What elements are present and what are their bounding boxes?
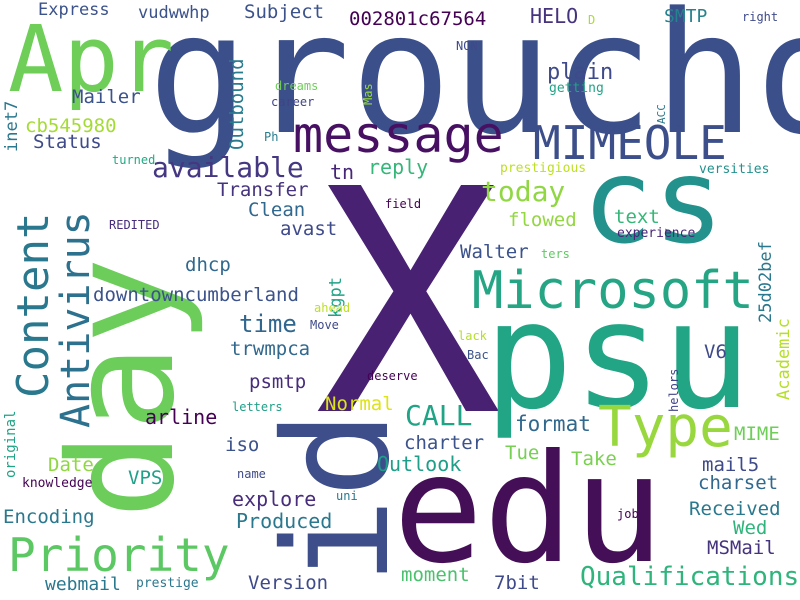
- word-format: format: [515, 412, 591, 436]
- word-avast: avast: [280, 218, 338, 240]
- word-psu: psu: [484, 270, 752, 442]
- word-versities: versities: [699, 162, 770, 177]
- word-Content: Content: [8, 212, 59, 398]
- word-Produced: Produced: [236, 509, 333, 533]
- word-explore: explore: [232, 487, 317, 511]
- word-Status: Status: [33, 131, 102, 153]
- word-vudwwhp: vudwwhp: [138, 3, 210, 23]
- word-MIME: MIME: [734, 423, 780, 445]
- word-right: right: [742, 10, 779, 24]
- word-flowed: flowed: [508, 209, 577, 231]
- word-groucho: groucho: [148, 0, 800, 172]
- word-Academic: Academic: [774, 318, 794, 400]
- word-Mailer: Mailer: [72, 86, 141, 108]
- word-Ph: Ph: [264, 130, 279, 144]
- word-Outlook: Outlook: [377, 452, 462, 476]
- word-letters: letters: [232, 400, 283, 414]
- word-Transfer: Transfer: [217, 179, 309, 201]
- word-prestige: prestige: [136, 576, 199, 591]
- word-text: text: [614, 206, 660, 228]
- word-VPS: VPS: [128, 467, 163, 489]
- word-job: job: [617, 507, 639, 521]
- word-knowledge: knowledge: [22, 476, 93, 491]
- word-arline: arline: [145, 405, 218, 429]
- word-dhcp: dhcp: [185, 254, 231, 276]
- word-Type: Type: [598, 395, 733, 460]
- word-moment: moment: [401, 564, 470, 586]
- word-Apr: Apr: [8, 6, 175, 113]
- word-name: name: [237, 467, 266, 481]
- word-Qualifications: Qualifications: [580, 562, 800, 592]
- word-Clean: Clean: [248, 199, 306, 221]
- word-25d02bef: 25d02bef: [756, 241, 776, 323]
- word-ahead: ahead: [314, 301, 351, 315]
- word-trwmpca: trwmpca: [230, 338, 311, 360]
- word-helors: helors: [667, 368, 681, 412]
- word-uni: uni: [336, 489, 358, 503]
- word-Version: Version: [248, 572, 329, 594]
- word-prestigious: prestigious: [500, 161, 587, 176]
- word-available: available: [152, 151, 304, 184]
- word-tn: tn: [330, 160, 355, 184]
- word-MIMEOLE: MIMEOLE: [533, 116, 727, 170]
- word-getting: getting: [549, 81, 604, 96]
- word-SMTP: SMTP: [664, 6, 708, 27]
- word-002801c67564: 002801c67564: [349, 8, 487, 30]
- word-Priority: Priority: [8, 528, 230, 582]
- word-experience: experience: [617, 226, 696, 241]
- word-REDITED: REDITED: [109, 218, 160, 232]
- word-original: original: [3, 410, 19, 478]
- word-Date: Date: [48, 454, 94, 476]
- word-Move: Move: [310, 318, 339, 332]
- word-Encoding: Encoding: [3, 506, 95, 528]
- word-webmail: webmail: [45, 574, 121, 595]
- word-iso: iso: [225, 434, 260, 456]
- word-Express: Express: [38, 0, 110, 20]
- word-reply: reply: [368, 155, 429, 179]
- word-7bit: 7bit: [494, 572, 540, 594]
- word-cb545980: cb545980: [25, 115, 117, 137]
- word-Wed: Wed: [733, 517, 768, 539]
- word-Received: Received: [689, 498, 781, 520]
- word-lack: lack: [458, 329, 487, 343]
- word-CALL: CALL: [405, 399, 473, 432]
- word-Antivirus: Antivirus: [53, 211, 99, 428]
- word-Mas: Mas: [361, 83, 375, 105]
- word-D: D: [588, 13, 596, 27]
- word-turned: turned: [112, 153, 156, 167]
- word-Normal: Normal: [325, 393, 394, 415]
- word-edu: edu: [393, 423, 664, 597]
- word-X: X: [315, 124, 502, 485]
- word-NON: NON: [456, 39, 478, 53]
- word-Bac: Bac: [467, 348, 489, 362]
- word-Microsoft: Microsoft: [472, 261, 754, 321]
- word-message: message: [293, 106, 504, 164]
- word-Tue: Tue: [505, 442, 540, 464]
- word-HELO: HELO: [530, 4, 579, 28]
- word-deserve: deserve: [367, 369, 418, 383]
- word-ACC: ACC: [655, 104, 668, 124]
- word-plain: plain: [547, 60, 614, 85]
- word-charset: charset: [698, 472, 779, 494]
- word-mail5: mail5: [702, 454, 760, 476]
- word-dreams: dreams: [275, 79, 319, 93]
- word-ters: ters: [541, 247, 570, 261]
- word-psmtp: psmtp: [249, 371, 307, 393]
- word-cs: cs: [582, 132, 725, 270]
- word-inet7: inet7: [2, 100, 22, 152]
- word-Take: Take: [571, 448, 617, 470]
- word-today: today: [481, 175, 566, 208]
- word-MSMail: MSMail: [707, 537, 776, 559]
- word-Walter: Walter: [460, 241, 529, 263]
- word-field: field: [385, 197, 422, 211]
- word-time: time: [239, 310, 297, 338]
- word-Outbound: Outbound: [226, 58, 248, 150]
- word-V6: V6: [704, 341, 727, 363]
- word-downtowncumberland: downtowncumberland: [93, 284, 299, 306]
- word-charter: charter: [404, 432, 485, 454]
- word-Subject: Subject: [244, 1, 325, 23]
- word-career: career: [271, 95, 315, 109]
